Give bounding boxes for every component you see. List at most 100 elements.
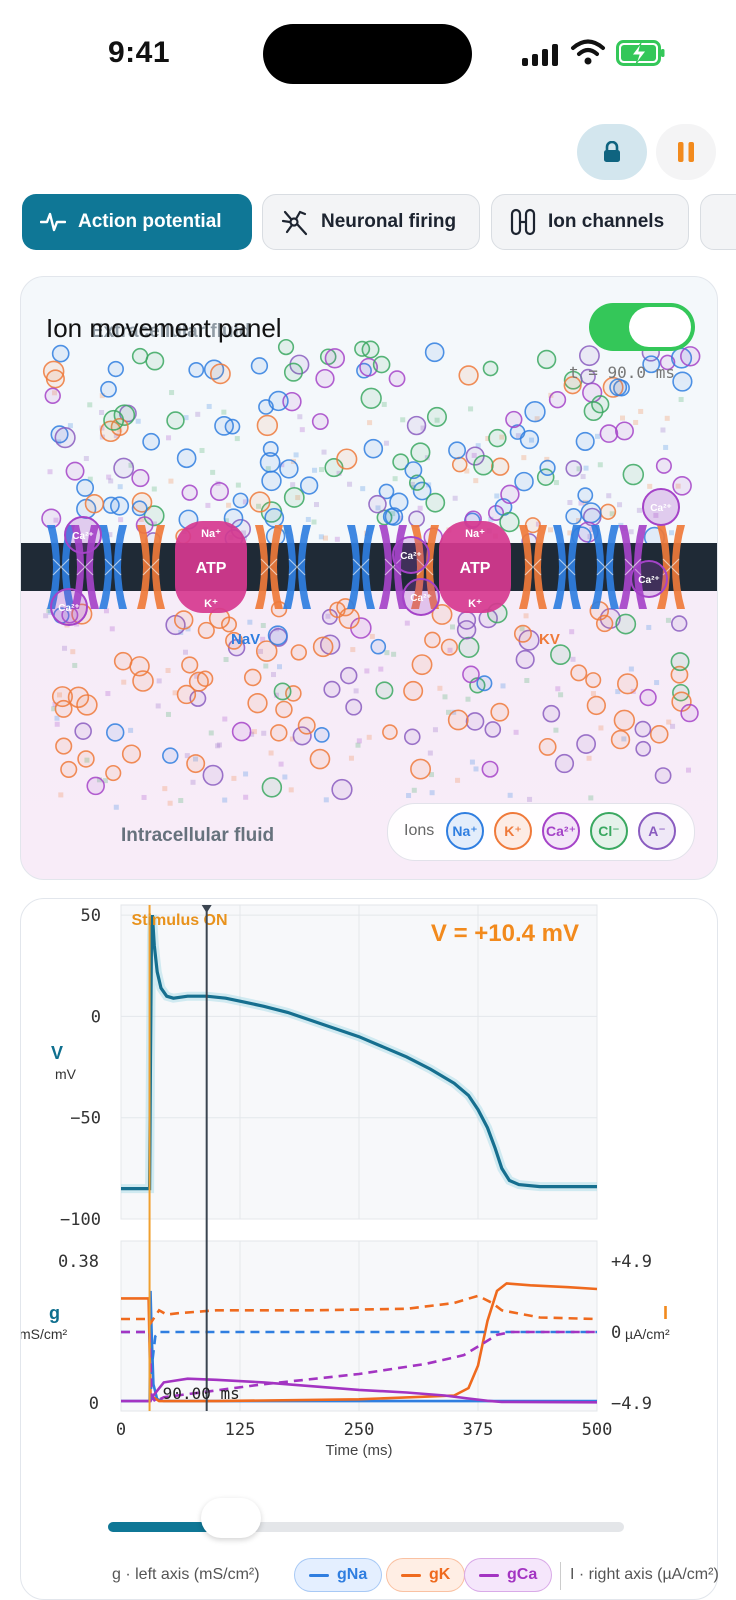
speckle — [235, 482, 241, 488]
legend-cl[interactable]: Cl⁻ — [590, 812, 628, 850]
ion-particle — [411, 654, 433, 676]
speckle — [107, 532, 113, 538]
speckle — [589, 526, 595, 532]
kv-channel-label: KV — [539, 631, 560, 648]
speckle — [428, 772, 434, 778]
atp-pump: ATP Na⁺ K⁺ — [175, 521, 247, 613]
ion-particle — [404, 461, 423, 480]
speckle — [222, 797, 228, 803]
ion-particle — [476, 675, 493, 692]
speckle — [670, 723, 676, 729]
ion-particle — [448, 441, 467, 460]
speckle — [53, 517, 59, 523]
tab-ion-channels[interactable]: Ion channels — [491, 194, 689, 250]
speckle — [442, 694, 448, 700]
ion-particle — [145, 351, 165, 371]
speckle — [664, 415, 670, 421]
ion-channel-subunit — [519, 525, 532, 609]
line-swatch — [401, 1573, 421, 1577]
ion-channel-subunit — [379, 525, 392, 609]
speckle — [102, 778, 108, 784]
speckle — [226, 502, 232, 508]
ion-particle — [312, 636, 334, 658]
voltage-readout: V = +10.4 mV — [431, 920, 579, 947]
speckle — [364, 668, 370, 674]
ion-particle — [403, 680, 424, 701]
atp-pump: ATP Na⁺ K⁺ — [439, 521, 511, 613]
speckle — [265, 466, 271, 472]
speckle — [432, 727, 438, 733]
ion-particle — [44, 387, 61, 404]
legend-gna-chip[interactable]: gNa — [294, 1558, 383, 1592]
speckle — [96, 777, 102, 783]
legend-k[interactable]: K⁺ — [494, 812, 532, 850]
legend-gca-chip[interactable]: gCa — [464, 1558, 553, 1592]
speckle — [473, 478, 479, 484]
ion-particle — [261, 777, 283, 798]
ion-particle — [42, 360, 65, 383]
speckle — [367, 420, 373, 426]
calcium-ion-label: Ca²⁺ — [400, 551, 421, 562]
lock-button[interactable] — [577, 124, 647, 180]
speckle — [586, 755, 592, 761]
speckle — [251, 729, 257, 735]
speckle — [256, 503, 262, 509]
tab-label: Ion channels — [548, 211, 665, 232]
ion-particle — [389, 492, 409, 512]
speckle — [678, 396, 684, 402]
ion-particle — [563, 376, 582, 395]
ion-legend: Ions Na⁺ K⁺ Ca²⁺ Cl⁻ A⁻ — [387, 803, 695, 861]
speckle — [273, 692, 279, 698]
ion-panel-toggle[interactable] — [589, 303, 695, 351]
current-tick-label: −4.9 — [611, 1394, 652, 1414]
speckle — [312, 467, 318, 473]
ion-particle — [426, 406, 448, 427]
pump-label: ATP — [196, 560, 227, 577]
speckle — [417, 505, 423, 511]
speckle — [553, 480, 559, 486]
time-slider[interactable] — [108, 1498, 624, 1554]
conductance-axis-label: g — [49, 1303, 60, 1323]
channel-gate — [142, 558, 160, 576]
ion-particle — [261, 470, 282, 492]
ion-particle — [482, 360, 499, 377]
speckle — [609, 511, 615, 517]
speckle — [569, 629, 575, 635]
ion-particle — [542, 704, 561, 723]
ion-particle — [214, 416, 234, 436]
legend-anion[interactable]: A⁻ — [638, 812, 676, 850]
ion-particle — [370, 638, 387, 655]
ion-particle — [354, 340, 371, 357]
speckle — [494, 493, 500, 499]
slider-thumb[interactable] — [200, 1498, 261, 1538]
tab-more[interactable] — [700, 194, 736, 250]
ion-particle — [113, 404, 136, 426]
ion-particle — [388, 370, 406, 388]
current-unit-label: µA/cm² — [625, 1326, 670, 1342]
ion-particle — [406, 415, 427, 436]
ion-particle — [484, 721, 502, 738]
pause-button[interactable] — [656, 124, 716, 180]
legend-gk-chip[interactable]: gK — [386, 1558, 466, 1592]
dynamic-island — [263, 24, 472, 84]
speckle — [241, 530, 247, 536]
speckle — [103, 608, 109, 614]
ion-particle — [382, 508, 400, 526]
tab-neuronal-firing[interactable]: Neuronal firing — [262, 194, 480, 250]
speckle — [513, 729, 519, 735]
speckle — [475, 443, 481, 449]
tab-action-potential[interactable]: Action potential — [22, 194, 252, 250]
legend-ca[interactable]: Ca²⁺ — [542, 812, 580, 850]
speckle — [464, 468, 470, 474]
ion-particle — [372, 355, 391, 374]
ion-particle — [375, 681, 394, 700]
ion-channel-subunit — [298, 525, 311, 609]
legend-na[interactable]: Na⁺ — [446, 812, 484, 850]
ion-channel-subunit — [591, 525, 604, 609]
ion-particle — [655, 457, 672, 474]
ion-particle — [536, 349, 557, 370]
ion-particle — [166, 411, 185, 430]
status-time: 9:41 — [108, 36, 171, 69]
speckle — [535, 521, 541, 527]
